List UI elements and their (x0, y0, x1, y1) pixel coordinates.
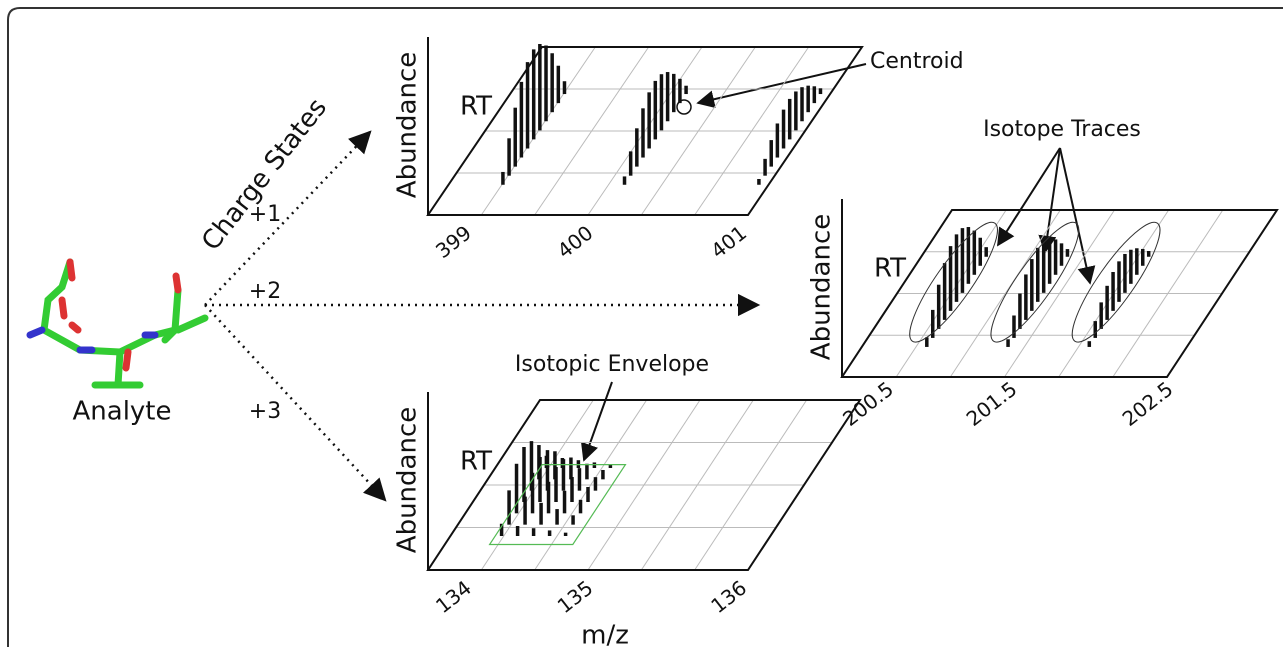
depth-label: RT (460, 92, 492, 122)
tick-label: 136 (706, 576, 751, 618)
tick-label: 400 (553, 221, 598, 263)
tick-label: 202.5 (1118, 377, 1178, 431)
tick-label: 135 (553, 576, 598, 618)
trace-ellipse (990, 221, 1080, 343)
molecule (26, 258, 209, 389)
depth-label: RT (874, 254, 906, 284)
y-axis-label: Abundance (393, 52, 423, 198)
trace-ellipse (1071, 221, 1161, 343)
frame (7, 7, 1283, 647)
annotation: Centroid (870, 49, 964, 74)
trace-ellipse (909, 221, 998, 343)
charge-label: +3 (249, 399, 281, 424)
tick-label: 134 (431, 576, 476, 618)
x-axis-label: m/z (581, 621, 629, 647)
depth-label: RT (460, 447, 492, 477)
tick-label: 201.5 (962, 377, 1022, 431)
floor (426, 46, 864, 216)
charge-label: +1 (249, 202, 281, 227)
tick-label: 200.5 (838, 377, 898, 431)
y-axis-label: Abundance (393, 407, 423, 553)
annotation-arrows (581, 63, 1096, 462)
y-axis-label: Abundance (807, 214, 837, 360)
annotation: Isotope Traces (983, 117, 1141, 142)
tick-label: 399 (431, 221, 476, 263)
tick-label: 401 (706, 221, 751, 263)
envelope-box (488, 464, 627, 546)
annotation: Isotopic Envelope (515, 352, 709, 377)
centroid-marker (676, 99, 692, 115)
charge-label: +2 (249, 279, 281, 304)
charge-arrows (204, 130, 761, 502)
analyte-label: Analyte (73, 397, 172, 427)
floor (840, 209, 1279, 378)
floor (426, 399, 862, 571)
charge-states-title: Charge States (196, 93, 333, 256)
